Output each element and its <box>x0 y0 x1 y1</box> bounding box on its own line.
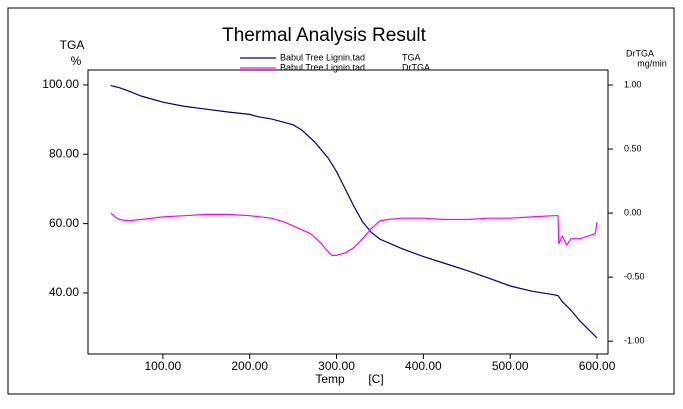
plot-area <box>87 69 609 355</box>
y2-tick-label: 0.50 <box>624 143 642 153</box>
y2-tick-label: -1.00 <box>624 336 645 346</box>
y2-axis-label: DrTGA <box>626 48 654 58</box>
x-tick-label: 500.00 <box>492 359 529 373</box>
legend-name: Babul Tree Lignin.tad <box>280 52 365 62</box>
x-tick-label: 400.00 <box>405 359 442 373</box>
y-tick-label: 100.00 <box>42 77 79 91</box>
legend-label: DrTGA <box>402 62 430 72</box>
x-axis-unit: [C] <box>368 372 383 386</box>
frame <box>7 7 675 395</box>
y-axis-label: TGA <box>60 38 85 52</box>
x-tick-label: 300.00 <box>318 359 355 373</box>
y2-tick-label: 1.00 <box>624 79 642 89</box>
y-tick-label: 60.00 <box>49 216 79 230</box>
x-tick-label: 100.00 <box>145 359 182 373</box>
x-tick-label: 600.00 <box>579 359 616 373</box>
y2-axis-unit: mg/min <box>637 58 667 68</box>
series-line <box>110 85 598 339</box>
y2-tick-label: -0.50 <box>624 272 645 282</box>
y-tick-label: 80.00 <box>49 146 79 160</box>
x-axis-label: Temp <box>315 372 345 386</box>
y2-tick-label: 0.00 <box>624 207 642 217</box>
legend-name: Babul Tree Lignin.tad <box>280 62 365 72</box>
series-line <box>110 212 598 256</box>
y-axis-unit: % <box>71 54 82 68</box>
chart-title: Thermal Analysis Result <box>222 25 427 46</box>
y-tick-label: 40.00 <box>49 285 79 299</box>
x-tick-label: 200.00 <box>231 359 268 373</box>
legend-label: TGA <box>402 52 421 62</box>
